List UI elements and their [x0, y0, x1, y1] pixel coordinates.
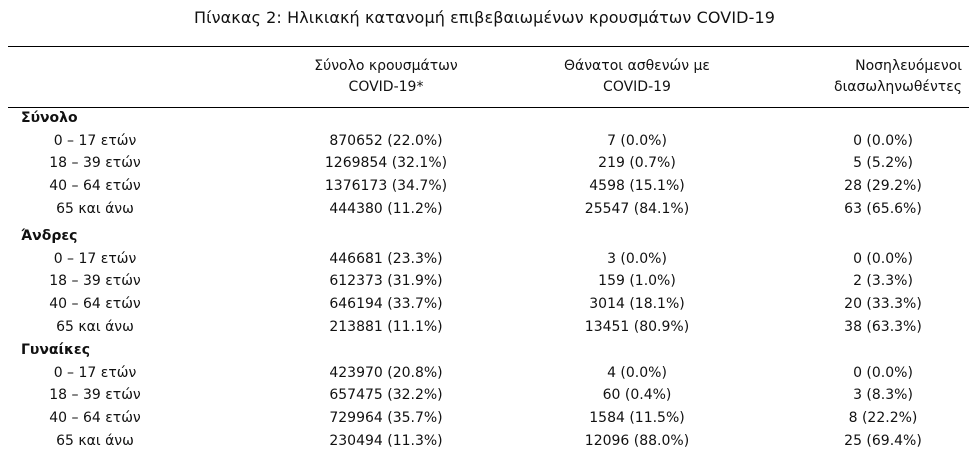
deaths-cell: 7 (0.0%) [607, 132, 667, 149]
age-group-label: 40 – 64 ετών [49, 295, 141, 312]
deaths-cell: 3014 (18.1%) [589, 295, 685, 312]
intubated-cell: 3 (8.3%) [853, 387, 913, 404]
cases-cell: 1376173 (34.7%) [324, 177, 448, 194]
deaths-cell: 60 (0.4%) [602, 387, 672, 404]
deaths-cell: 25547 (84.1%) [584, 200, 690, 217]
cases-cell: 612373 (31.9%) [329, 273, 443, 290]
column-header-total-cases: Σύνολο κρουσμάτων COVID-19* [312, 56, 460, 98]
deaths-cell: 219 (0.7%) [598, 155, 676, 172]
deaths-cell: 13451 (80.9%) [584, 318, 690, 335]
table-top-rule [8, 46, 969, 47]
section-title: Σύνολο [21, 110, 78, 126]
age-group-label: 65 και άνω [56, 318, 134, 335]
intubated-cell: 63 (65.6%) [844, 200, 922, 217]
column-header-intubated: Νοσηλευόμενοι διασωληνωθέντες [808, 56, 962, 98]
section-title: Γυναίκες [21, 342, 91, 358]
column-header-line: COVID-19* [348, 79, 424, 95]
intubated-cell: 0 (0.0%) [853, 364, 913, 381]
cases-cell: 446681 (23.3%) [329, 250, 443, 267]
age-group-label: 40 – 64 ετών [49, 409, 141, 426]
age-group-label: 18 – 39 ετών [49, 273, 141, 290]
intubated-cell: 5 (5.2%) [853, 155, 913, 172]
intubated-cell: 2 (3.3%) [853, 273, 913, 290]
column-header-line: COVID-19 [603, 79, 671, 95]
table-header-rule [8, 107, 969, 108]
age-group-label: 40 – 64 ετών [49, 177, 141, 194]
cases-cell: 657475 (32.2%) [329, 387, 443, 404]
cases-cell: 1269854 (32.1%) [324, 155, 448, 172]
intubated-cell: 38 (63.3%) [844, 318, 922, 335]
column-header-line: Θάνατοι ασθενών με [563, 58, 710, 74]
age-group-label: 0 – 17 ετών [53, 132, 137, 149]
intubated-cell: 28 (29.2%) [844, 177, 922, 194]
page-title: Πίνακας 2: Ηλικιακή κατανομή επιβεβαιωμέ… [193, 8, 776, 27]
deaths-cell: 4598 (15.1%) [589, 177, 685, 194]
deaths-cell: 1584 (11.5%) [589, 409, 685, 426]
age-group-label: 65 και άνω [56, 432, 134, 449]
age-group-label: 0 – 17 ετών [53, 250, 137, 267]
intubated-cell: 0 (0.0%) [853, 250, 913, 267]
intubated-cell: 8 (22.2%) [848, 409, 918, 426]
age-group-label: 18 – 39 ετών [49, 155, 141, 172]
age-group-label: 0 – 17 ετών [53, 364, 137, 381]
intubated-cell: 25 (69.4%) [844, 432, 922, 449]
deaths-cell: 4 (0.0%) [607, 364, 667, 381]
deaths-cell: 12096 (88.0%) [584, 432, 690, 449]
column-header-deaths: Θάνατοι ασθενών με COVID-19 [553, 56, 721, 98]
section-title: Άνδρες [21, 228, 78, 244]
cases-cell: 230494 (11.3%) [329, 432, 443, 449]
cases-cell: 646194 (33.7%) [329, 295, 443, 312]
age-group-label: 18 – 39 ετών [49, 387, 141, 404]
intubated-cell: 20 (33.3%) [844, 295, 922, 312]
cases-cell: 870652 (22.0%) [329, 132, 443, 149]
cases-cell: 444380 (11.2%) [329, 200, 443, 217]
column-header-line: διασωληνωθέντες [834, 79, 962, 95]
cases-cell: 213881 (11.1%) [329, 318, 443, 335]
cases-cell: 423970 (20.8%) [329, 364, 443, 381]
intubated-cell: 0 (0.0%) [853, 132, 913, 149]
cases-cell: 729964 (35.7%) [329, 409, 443, 426]
age-group-label: 65 και άνω [56, 200, 134, 217]
deaths-cell: 3 (0.0%) [607, 250, 667, 267]
column-header-line: Σύνολο κρουσμάτων [314, 58, 458, 74]
deaths-cell: 159 (1.0%) [598, 273, 676, 290]
column-header-line: Νοσηλευόμενοι [855, 58, 962, 74]
